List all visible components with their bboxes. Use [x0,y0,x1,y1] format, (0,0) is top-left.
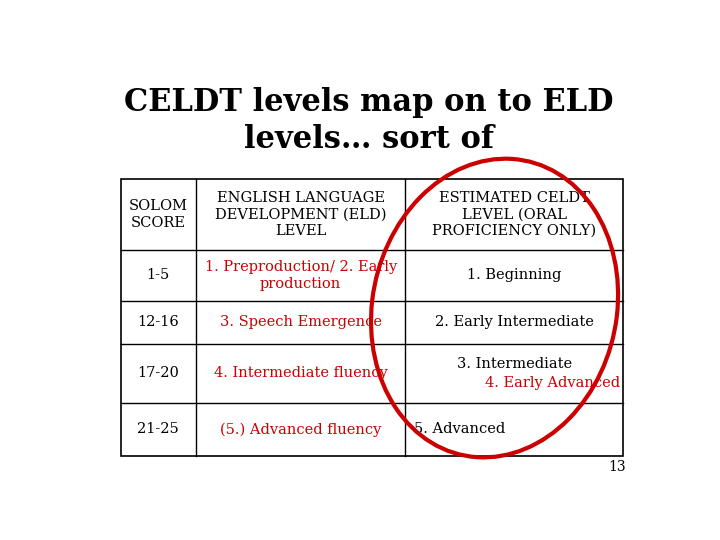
Text: 1. Preproduction/ 2. Early
production: 1. Preproduction/ 2. Early production [204,260,397,291]
Text: 4. Intermediate fluency: 4. Intermediate fluency [214,367,387,380]
Text: (5.) Advanced fluency: (5.) Advanced fluency [220,422,382,436]
Text: SOLOM
SCORE: SOLOM SCORE [129,199,188,230]
Text: levels… sort of: levels… sort of [244,124,494,155]
Bar [121,179,623,456]
Text: ESTIMATED CELDT
LEVEL (ORAL
PROFICIENCY ONLY): ESTIMATED CELDT LEVEL (ORAL PROFICIENCY … [432,191,596,238]
Text: 3. Intermediate: 3. Intermediate [456,357,572,371]
Text: 12-16: 12-16 [138,315,179,329]
Text: CELDT levels map on to ELD: CELDT levels map on to ELD [125,87,613,118]
Text: 3. Speech Emergence: 3. Speech Emergence [220,315,382,329]
Text: 5. Advanced: 5. Advanced [413,422,505,436]
Text: 21-25: 21-25 [138,422,179,436]
Text: ENGLISH LANGUAGE
DEVELOPMENT (ELD)
LEVEL: ENGLISH LANGUAGE DEVELOPMENT (ELD) LEVEL [215,191,387,238]
Text: 13: 13 [608,461,626,474]
Text: 1-5: 1-5 [147,268,170,282]
Text: 4. Early Advanced: 4. Early Advanced [485,376,620,390]
Text: 1. Beginning: 1. Beginning [467,268,562,282]
Text: 17-20: 17-20 [138,367,179,380]
Text: 2. Early Intermediate: 2. Early Intermediate [435,315,593,329]
